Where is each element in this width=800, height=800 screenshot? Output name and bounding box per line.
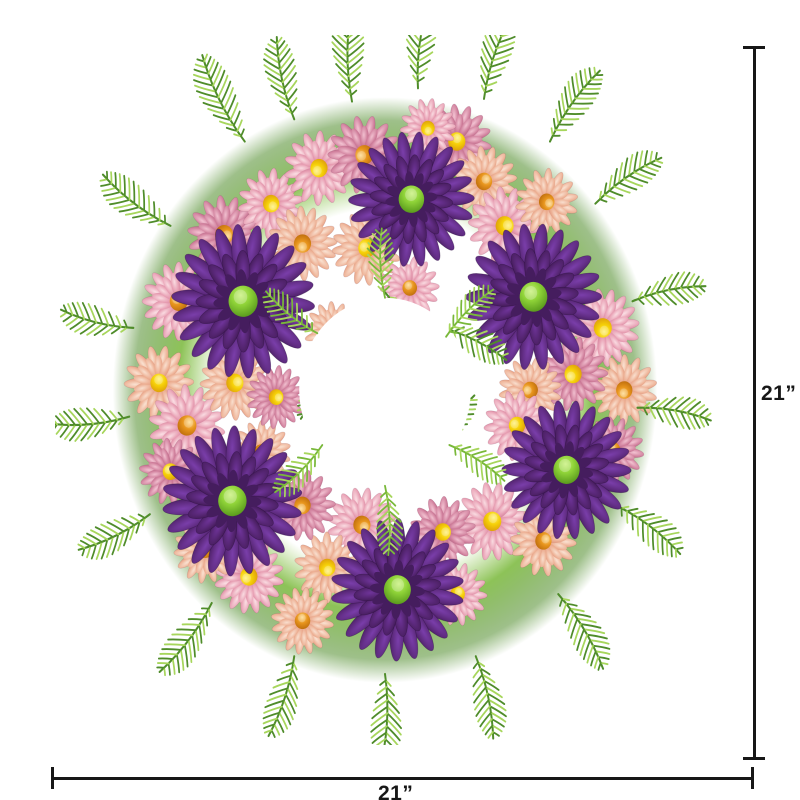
purple-gerbera-layer bbox=[162, 131, 632, 662]
purple-gerbera-flower bbox=[464, 223, 603, 370]
purple-gerbera-flower bbox=[331, 517, 464, 662]
purple-gerbera-flower bbox=[171, 223, 315, 379]
pink-daisy-flower bbox=[270, 586, 335, 655]
fern-sprig bbox=[594, 150, 664, 205]
fern-sprig bbox=[375, 484, 404, 557]
pink-daisy-flower bbox=[509, 505, 577, 577]
height-dimension-cap-bottom bbox=[743, 757, 765, 760]
fern-sprig bbox=[99, 170, 172, 227]
fern-sprig bbox=[441, 325, 509, 365]
pink-daisy-flower bbox=[123, 345, 195, 421]
fern-sprig bbox=[192, 53, 246, 143]
fern-sprig bbox=[272, 444, 324, 498]
height-dimension-line bbox=[753, 46, 756, 760]
fern-sprig bbox=[631, 271, 707, 306]
pink-daisy-flower bbox=[455, 482, 529, 561]
width-dimension-cap-left bbox=[51, 767, 54, 789]
pink-daisy-flower bbox=[138, 437, 203, 506]
fern-sprig bbox=[156, 601, 213, 677]
pink-daisy-flower bbox=[284, 130, 354, 207]
wreath-illustration bbox=[55, 35, 712, 745]
fern-sprig bbox=[480, 35, 516, 100]
purple-gerbera-flower bbox=[501, 400, 632, 540]
fern-sprig bbox=[557, 593, 611, 671]
fern-sprig bbox=[636, 396, 712, 430]
fern-sprig bbox=[448, 444, 508, 486]
pink-daisy-flower bbox=[237, 167, 305, 240]
width-dimension-cap-right bbox=[751, 767, 754, 789]
height-dimension-label: 21” bbox=[761, 382, 797, 405]
fern-sprig bbox=[405, 35, 437, 90]
purple-gerbera-flower bbox=[162, 425, 303, 577]
fern-sprig bbox=[59, 301, 135, 336]
fern-sprig bbox=[55, 407, 131, 442]
width-dimension-line bbox=[51, 777, 754, 780]
fern-sprig bbox=[445, 284, 496, 338]
wreath-product-photo bbox=[55, 35, 715, 745]
pink-daisy-flower bbox=[591, 353, 658, 427]
purple-gerbera-flower bbox=[348, 131, 475, 267]
wreath-inner-opening bbox=[299, 297, 471, 483]
fern-foliage-inner bbox=[262, 227, 508, 557]
fern-sprig bbox=[262, 655, 299, 738]
width-dimension-label: 21” bbox=[378, 782, 414, 800]
fern-sprig bbox=[370, 672, 402, 745]
fern-sprig bbox=[472, 655, 507, 740]
fern-sprig bbox=[263, 35, 298, 121]
fern-sprig bbox=[366, 227, 395, 299]
fern-sprig bbox=[77, 513, 151, 560]
fern-sprig bbox=[262, 287, 319, 335]
height-dimension-cap-top bbox=[743, 46, 765, 49]
fern-sprig bbox=[615, 504, 684, 558]
fern-sprig bbox=[331, 35, 365, 103]
fern-foliage-front bbox=[59, 35, 712, 740]
fern-sprig bbox=[549, 66, 604, 143]
